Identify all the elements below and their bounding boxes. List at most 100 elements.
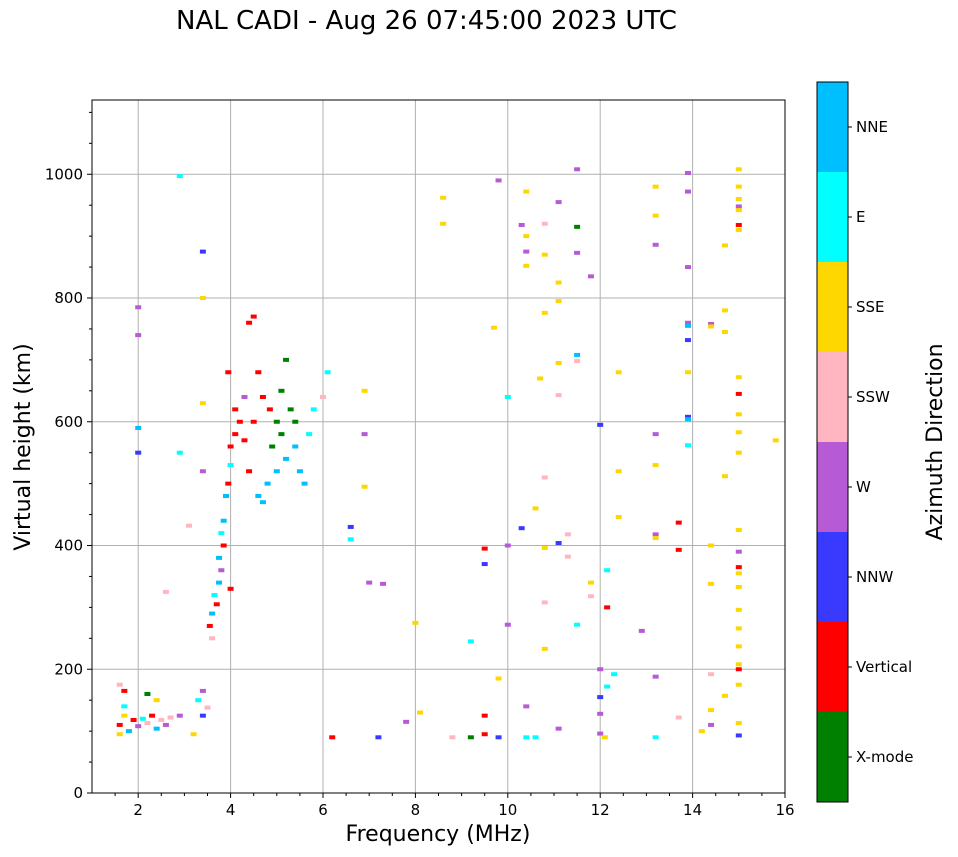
data-point	[264, 481, 271, 486]
data-point	[186, 523, 193, 528]
data-point	[541, 310, 548, 315]
data-point	[213, 602, 220, 607]
data-point	[273, 419, 280, 424]
data-point	[135, 333, 142, 338]
data-point	[597, 695, 604, 700]
data-point	[604, 684, 611, 689]
data-point	[222, 494, 229, 498]
data-point	[449, 735, 456, 740]
data-point	[121, 704, 128, 709]
data-point	[735, 571, 742, 576]
data-point	[735, 391, 742, 396]
data-point	[255, 370, 262, 375]
data-point	[227, 444, 234, 449]
data-point	[504, 622, 511, 627]
data-point	[144, 721, 151, 726]
data-point	[199, 713, 206, 718]
data-point	[708, 672, 715, 677]
data-point	[684, 338, 691, 343]
y-tick-label: 600	[54, 413, 83, 431]
data-point	[278, 388, 285, 393]
data-point	[216, 580, 223, 585]
data-point	[176, 174, 183, 179]
data-point	[684, 443, 691, 448]
data-point	[555, 200, 562, 205]
data-point	[149, 713, 156, 718]
data-point	[495, 735, 502, 740]
data-point	[735, 204, 742, 209]
data-point	[412, 620, 419, 625]
data-point	[735, 227, 742, 232]
data-point	[518, 526, 525, 531]
data-point	[361, 432, 368, 437]
data-point	[204, 705, 211, 710]
data-points	[116, 167, 779, 740]
data-point	[125, 729, 132, 734]
data-point	[735, 167, 742, 172]
data-point	[216, 555, 223, 560]
data-point	[574, 352, 581, 357]
data-point	[541, 475, 548, 480]
x-axis-label: Frequency (MHz)	[346, 822, 531, 847]
data-point	[320, 395, 326, 399]
data-point	[675, 715, 682, 720]
data-point	[604, 568, 611, 573]
data-point	[735, 412, 742, 417]
data-point	[246, 469, 253, 474]
data-point	[220, 518, 227, 523]
colorbar-swatch	[817, 532, 848, 622]
data-point	[708, 581, 715, 586]
y-tick-label: 400	[54, 537, 83, 555]
colorbar-label: Azimuth Direction	[923, 343, 948, 540]
data-point	[555, 280, 562, 285]
data-point	[199, 296, 206, 300]
data-point	[721, 330, 728, 335]
data-point	[135, 425, 142, 430]
data-point	[652, 463, 659, 468]
data-point	[708, 321, 715, 326]
data-point	[652, 213, 659, 218]
chart-title: NAL CADI - Aug 26 07:45:00 2023 UTC	[176, 6, 677, 36]
data-point	[652, 674, 659, 679]
data-point	[162, 722, 169, 727]
colorbar-swatch	[817, 352, 848, 442]
colorbar-tick-label: E	[856, 208, 865, 226]
data-point	[495, 676, 502, 681]
data-point	[259, 395, 266, 399]
x-tick-label: 2	[133, 801, 143, 819]
data-point	[532, 735, 539, 740]
data-point	[684, 171, 691, 176]
data-point	[255, 494, 262, 498]
data-point	[144, 692, 151, 696]
colorbar-tick-label: NNW	[856, 568, 893, 586]
data-point	[684, 414, 691, 419]
data-point	[218, 531, 225, 536]
data-point	[523, 263, 530, 268]
data-point	[708, 324, 715, 329]
data-point	[403, 719, 410, 724]
data-point	[121, 713, 128, 718]
data-point	[236, 419, 243, 424]
data-point	[541, 545, 548, 550]
data-point	[735, 430, 742, 435]
data-point	[225, 370, 232, 375]
data-point	[504, 543, 511, 548]
data-point	[211, 593, 218, 597]
data-point	[652, 242, 659, 247]
data-point	[199, 401, 206, 406]
data-point	[266, 407, 273, 412]
data-point	[597, 711, 604, 716]
data-point	[199, 469, 206, 474]
data-point	[190, 732, 197, 737]
data-point	[541, 221, 548, 226]
data-point	[153, 726, 160, 731]
data-point	[684, 320, 691, 325]
data-point	[587, 274, 594, 279]
data-point	[490, 325, 497, 330]
data-point	[652, 532, 659, 537]
data-point	[652, 184, 659, 189]
data-point	[361, 388, 368, 393]
colorbar-swatch	[817, 712, 848, 802]
data-point	[735, 644, 742, 649]
